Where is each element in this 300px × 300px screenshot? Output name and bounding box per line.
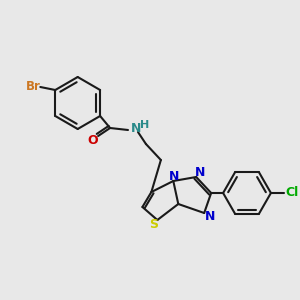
Text: S: S	[149, 218, 158, 232]
Text: N: N	[195, 166, 206, 178]
Text: Br: Br	[26, 80, 41, 94]
Text: H: H	[140, 120, 150, 130]
Text: N: N	[205, 211, 215, 224]
Text: N: N	[131, 122, 141, 136]
Text: Cl: Cl	[285, 187, 298, 200]
Text: O: O	[88, 134, 98, 148]
Text: N: N	[169, 169, 179, 182]
